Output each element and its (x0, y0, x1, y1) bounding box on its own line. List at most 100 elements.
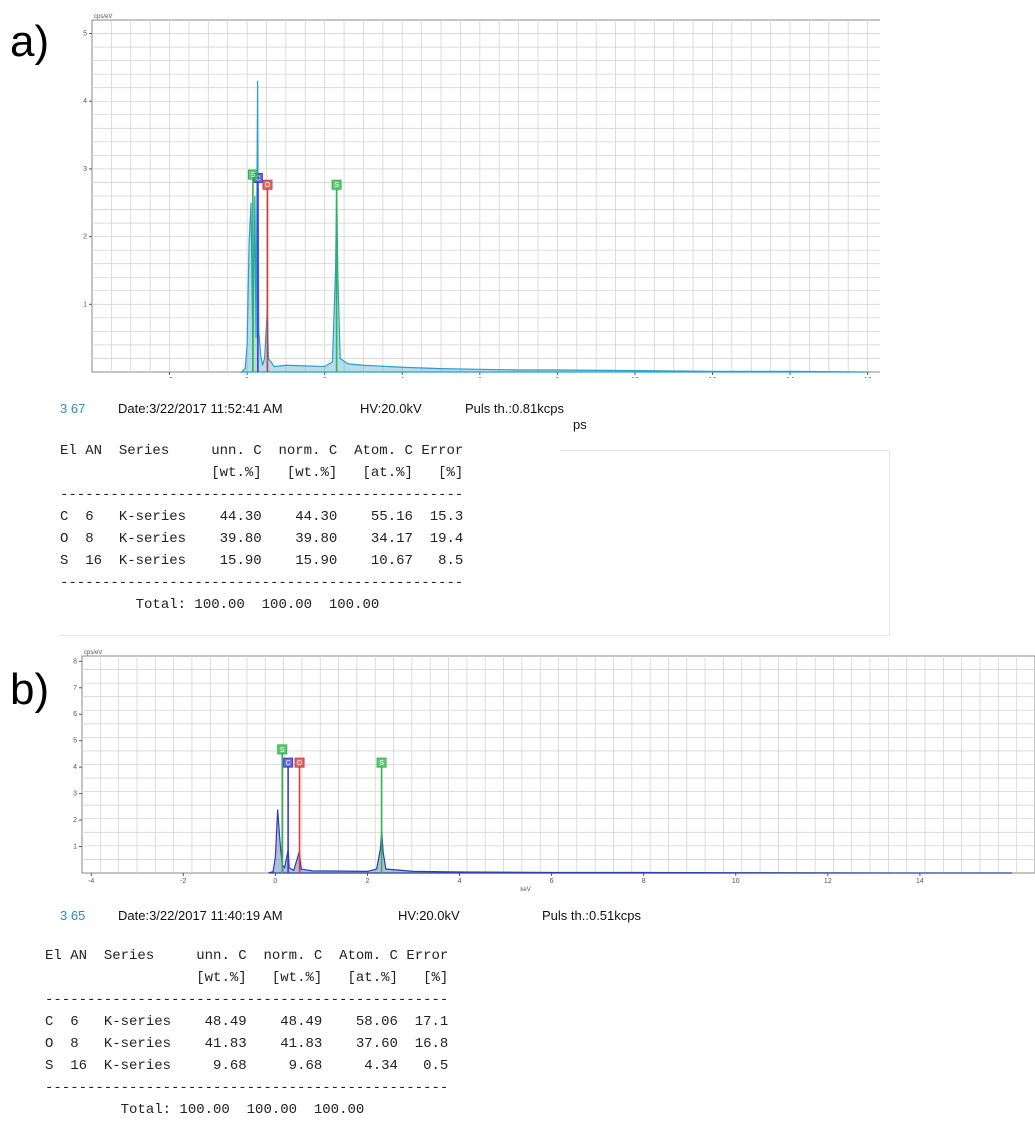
table-header-row-cell: Atom. C (337, 443, 413, 459)
x-tick-label: 10 (732, 878, 740, 885)
table-units-row-cell: [%] (397, 970, 449, 986)
y-tick-label: 5 (83, 31, 87, 38)
table-row: O 8 K-series 41.83 41.83 37.60 16.8 (45, 1033, 448, 1055)
x-tick-label: 4 (458, 878, 462, 885)
table-header-row-cell: norm. C (261, 443, 338, 459)
y-tick-label: 1 (83, 301, 87, 308)
table-row-cell: K-series (118, 553, 187, 569)
table-row-cell: 8 (70, 1036, 104, 1052)
x-tick-label: -4 (88, 878, 94, 885)
table-row-cell: 16.8 (397, 1036, 449, 1052)
table-header-row-cell: El (45, 948, 71, 964)
table-row-cell: 6 (70, 1014, 104, 1030)
table-header-row-cell: El (60, 443, 86, 459)
table-row-cell: 6 (85, 509, 119, 525)
y-tick-label: 3 (73, 791, 77, 798)
table-total-value: 100.00 (244, 597, 313, 613)
table-row-cell: 9.68 (171, 1058, 247, 1074)
table-header-row-cell: unn. C (171, 948, 247, 964)
table-frame-a-top (560, 450, 890, 451)
x-tick-label: 4 (400, 377, 404, 378)
table-row-cell: S (45, 1058, 71, 1074)
y-tick-label: 6 (73, 711, 77, 718)
table-row-cell: 4.34 (322, 1058, 398, 1074)
x-tick-label: 10 (631, 377, 639, 378)
element-marker-symbol: S (280, 747, 285, 754)
table-header-row-cell: norm. C (246, 948, 323, 964)
spectrum-date-b: Date:3/22/2017 11:40:19 AM (118, 908, 283, 923)
spectrum-hv-a: HV:20.0kV (360, 401, 422, 416)
x-axis-label: keV (520, 887, 530, 893)
y-axis-label: cps/eV (94, 14, 112, 20)
y-tick-label: 8 (73, 658, 77, 665)
element-marker-tag (262, 179, 273, 190)
x-tick-label: 14 (786, 377, 794, 378)
x-tick-label: 0 (273, 878, 277, 885)
spectrum-puls-a: Puls th.:0.81kcps (465, 401, 564, 416)
table-row-cell: 39.80 (186, 531, 262, 547)
panel-b-label: b) (10, 665, 50, 714)
table-total-value: 100.00 (297, 1102, 365, 1118)
element-marker-symbol: S (251, 172, 256, 179)
table-row-cell: 41.83 (171, 1036, 247, 1052)
table-row-cell: O (60, 531, 86, 547)
table-row-cell: 17.1 (397, 1014, 449, 1030)
table-frame-a-bottom (60, 635, 890, 636)
table-row-cell: K-series (103, 1058, 172, 1074)
y-tick-label: 2 (83, 234, 87, 241)
table-units-row-cell (85, 465, 119, 481)
y-tick-label: 4 (73, 764, 77, 771)
table-row-cell: 19.4 (412, 531, 464, 547)
table-header-row-cell: AN (85, 443, 119, 459)
table-row-cell: 44.30 (261, 509, 338, 525)
x-tick-label: 8 (642, 878, 646, 885)
panel-a-label: a) (10, 17, 50, 66)
table-units-row-cell: [%] (412, 465, 464, 481)
quant-table-a: El AN Series unn. C norm. C Atom. C Erro… (60, 440, 463, 616)
x-tick-label: -2 (180, 878, 186, 885)
table-header-row-cell: AN (70, 948, 104, 964)
table-units-row-cell (60, 465, 85, 481)
spectrum-info-b: 3 65 Date:3/22/2017 11:40:19 AM HV:20.0k… (60, 908, 760, 928)
table-row-cell: 37.60 (322, 1036, 398, 1052)
table-separator: ----------------------------------------… (60, 575, 464, 591)
table-header-row-cell: unn. C (186, 443, 262, 459)
element-marker-tag (331, 179, 342, 190)
y-tick-label: 7 (73, 685, 77, 692)
table-units-row: [wt.%] [wt.%] [at.%] [%] (45, 967, 448, 989)
table-total-value: 100.00 (194, 597, 245, 613)
element-marker-symbol: O (265, 182, 271, 189)
table-row-cell: 58.06 (322, 1014, 398, 1030)
element-marker-tag (247, 169, 258, 180)
table-row-cell: 15.90 (261, 553, 338, 569)
x-tick-label: 16 (864, 377, 872, 378)
table-units-row-cell: [at.%] (337, 465, 413, 481)
table-row-cell: 15.90 (186, 553, 262, 569)
x-tick-label: 6 (550, 878, 554, 885)
spectrum-date-a: Date:3/22/2017 11:52:41 AM (118, 401, 283, 416)
spectrum-id-a: 3 67 (60, 401, 86, 416)
table-row-cell: 39.80 (261, 531, 338, 547)
x-tick-label: 8 (555, 377, 559, 378)
table-total-label: Total: (45, 1102, 180, 1118)
table-row-cell: 0.5 (397, 1058, 449, 1074)
y-tick-label: 3 (83, 166, 87, 173)
y-tick-label: 2 (73, 817, 77, 824)
table-row-cell: O (45, 1036, 71, 1052)
element-marker-tag (277, 744, 288, 755)
table-total-value: 100.00 (229, 1102, 298, 1118)
table-row-cell: 10.67 (337, 553, 413, 569)
element-marker-tag (283, 757, 294, 768)
x-tick-label: 2 (365, 878, 369, 885)
element-marker-tag (376, 757, 387, 768)
element-marker-tag (294, 757, 305, 768)
table-row: C 6 K-series 48.49 48.49 58.06 17.1 (45, 1011, 448, 1033)
table-row: C 6 K-series 44.30 44.30 55.16 15.3 (60, 506, 463, 528)
spectrum-id-b: 3 65 (60, 908, 86, 923)
element-marker-symbol: S (379, 760, 384, 767)
y-tick-label: 5 (73, 738, 77, 745)
y-axis-label: cps/eV (84, 650, 102, 656)
table-row-cell: 41.83 (246, 1036, 323, 1052)
